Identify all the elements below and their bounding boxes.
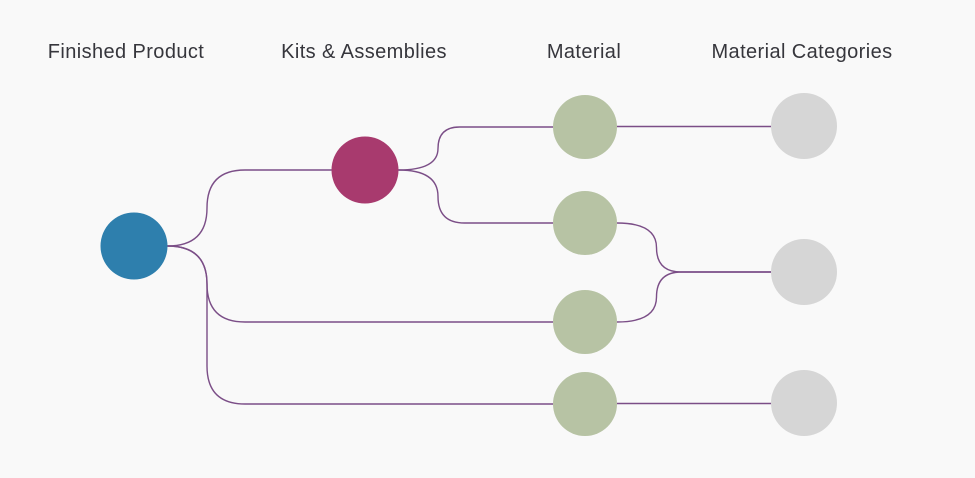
node-category-3[interactable] (771, 370, 837, 436)
column-header-kits-assemblies: Kits & Assemblies (281, 41, 447, 63)
edge-material-2-to-category-2 (616, 222, 771, 273)
edge-finished-product-1-to-material-3 (167, 245, 553, 323)
node-material-2[interactable] (553, 191, 617, 255)
column-header-material: Material (546, 41, 622, 63)
node-finished-product-1[interactable] (100, 212, 168, 280)
edge-finished-product-1-to-kit-1 (167, 169, 332, 247)
node-material-1[interactable] (553, 95, 617, 159)
node-material-4[interactable] (553, 372, 617, 436)
edge-kit-1-to-material-1 (398, 126, 553, 171)
node-kit-1[interactable] (331, 136, 399, 204)
edge-finished-product-1-to-material-4 (167, 245, 553, 405)
edge-kit-1-to-material-2 (398, 169, 553, 224)
edge-material-3-to-category-2 (616, 271, 771, 323)
column-header-material-categories: Material Categories (711, 41, 893, 63)
column-header-finished-product: Finished Product (47, 41, 205, 63)
node-material-3[interactable] (553, 290, 617, 354)
edges-layer (167, 125, 771, 405)
node-category-1[interactable] (771, 93, 837, 159)
nodes-layer (100, 93, 837, 436)
node-category-2[interactable] (771, 239, 837, 305)
